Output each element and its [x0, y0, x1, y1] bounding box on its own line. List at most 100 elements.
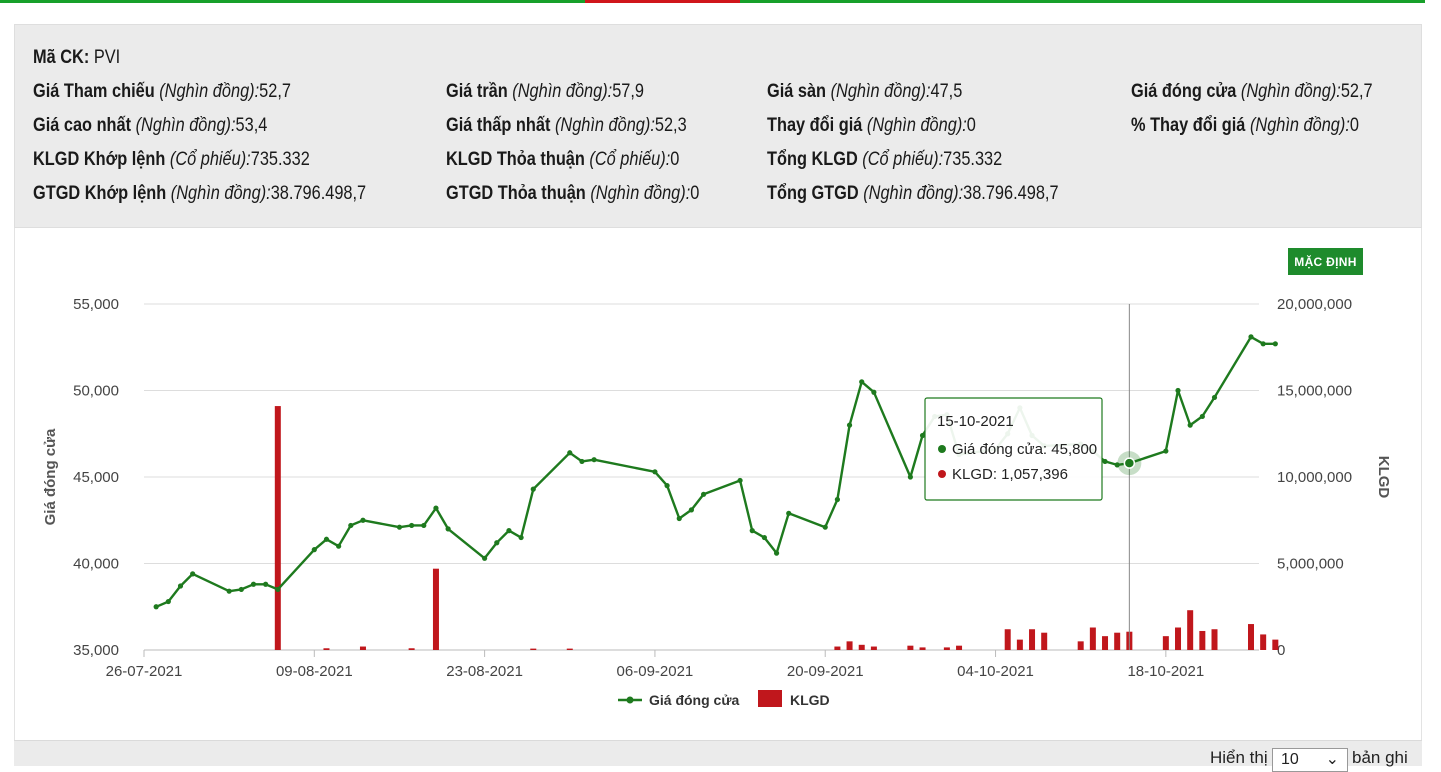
field-value: 735.332 [250, 149, 310, 170]
volume-bar[interactable] [1016, 639, 1023, 650]
price-point[interactable] [323, 536, 330, 542]
price-point[interactable] [1211, 394, 1218, 401]
symbol-value: PVI [93, 47, 121, 68]
price-point[interactable] [859, 379, 865, 385]
price-point[interactable] [226, 588, 232, 594]
price-point[interactable] [238, 586, 244, 593]
price-point[interactable] [1163, 448, 1169, 454]
price-point[interactable] [336, 543, 342, 549]
price-point[interactable] [919, 432, 926, 439]
volume-bar[interactable] [1102, 636, 1109, 650]
volume-bar[interactable] [359, 646, 366, 650]
volume-bar[interactable] [870, 646, 877, 650]
price-point[interactable] [773, 550, 780, 556]
price-point[interactable] [567, 450, 573, 456]
volume-bar[interactable] [956, 645, 963, 650]
price-point[interactable] [822, 524, 828, 530]
price-point[interactable] [1248, 334, 1254, 340]
volume-bar[interactable] [1199, 630, 1206, 650]
price-point[interactable] [421, 522, 427, 529]
reset-zoom-button[interactable]: MẶC ĐỊNH [1288, 248, 1363, 275]
info-row: Giá Tham chiếu (Nghìn đồng):52,7 Giá trần… [15, 77, 1421, 107]
volume-bar[interactable] [274, 406, 281, 650]
price-point[interactable] [907, 474, 913, 480]
volume-bar[interactable] [1162, 636, 1169, 650]
price-point[interactable] [275, 586, 281, 593]
price-point[interactable] [652, 469, 658, 475]
volume-bar[interactable] [1260, 634, 1267, 650]
price-point[interactable] [761, 534, 768, 541]
legend-price-label[interactable]: Giá đóng cửa [649, 692, 739, 708]
volume-bar[interactable] [1187, 610, 1194, 650]
field-label: Tổng KLGD [767, 149, 858, 170]
volume-bar[interactable] [1089, 627, 1096, 650]
price-point[interactable] [664, 483, 670, 489]
price-point[interactable] [1114, 462, 1120, 468]
field-label: KLGD Thỏa thuận [446, 149, 585, 170]
volume-bar[interactable] [834, 646, 841, 650]
price-point[interactable] [153, 604, 159, 610]
x-tick-label: 20-09-2021 [787, 663, 864, 680]
price-point[interactable] [700, 491, 707, 497]
price-point[interactable] [433, 505, 439, 511]
price-point[interactable] [445, 526, 451, 532]
volume-bar[interactable] [846, 641, 853, 650]
price-point[interactable] [494, 540, 500, 546]
price-point[interactable] [1260, 341, 1266, 347]
price-point[interactable] [1187, 422, 1193, 428]
price-point[interactable] [360, 517, 366, 523]
volume-bar[interactable] [432, 568, 439, 650]
volume-bar[interactable] [858, 644, 865, 650]
volume-bar[interactable] [919, 647, 926, 650]
price-point[interactable] [482, 555, 488, 561]
legend-volume-label[interactable]: KLGD [790, 692, 830, 708]
volume-bar[interactable] [1272, 639, 1279, 650]
price-point[interactable] [311, 547, 317, 553]
info-field: Giá thấp nhất (Nghìn đồng):52,3 [446, 111, 687, 141]
price-point[interactable] [871, 389, 877, 395]
price-point[interactable] [846, 422, 853, 428]
price-point[interactable] [1199, 413, 1205, 420]
volume-bar[interactable] [566, 648, 573, 650]
price-point[interactable] [530, 486, 536, 492]
volume-bar[interactable] [408, 648, 415, 650]
volume-bar[interactable] [1004, 629, 1011, 650]
volume-bar[interactable] [1041, 632, 1048, 650]
price-point[interactable] [1272, 341, 1278, 347]
volume-bar[interactable] [943, 647, 950, 650]
price-point[interactable] [749, 528, 755, 534]
volume-bar[interactable] [530, 648, 537, 650]
price-point[interactable] [190, 571, 196, 577]
price-point[interactable] [263, 581, 269, 587]
price-point[interactable] [409, 522, 415, 529]
price-point[interactable] [165, 598, 171, 605]
price-point[interactable] [250, 581, 257, 587]
price-point[interactable] [676, 515, 682, 522]
volume-bar[interactable] [907, 645, 914, 650]
price-point[interactable] [177, 583, 184, 589]
price-point[interactable] [786, 510, 792, 516]
price-point[interactable] [688, 507, 695, 513]
price-point[interactable] [1102, 458, 1108, 465]
volume-bar[interactable] [1029, 629, 1036, 650]
price-point[interactable] [518, 534, 524, 541]
volume-bar[interactable] [1114, 632, 1121, 650]
price-point[interactable] [348, 522, 354, 529]
volume-bar[interactable] [323, 648, 330, 650]
volume-bar[interactable] [1175, 627, 1182, 650]
price-point[interactable] [834, 496, 840, 503]
price-point[interactable] [737, 477, 743, 484]
price-point[interactable] [396, 524, 403, 530]
volume-bar[interactable] [1211, 629, 1218, 650]
price-point[interactable] [506, 528, 512, 534]
x-tick-label: 09-08-2021 [276, 663, 353, 680]
volume-bar[interactable] [1077, 641, 1084, 650]
volume-bar[interactable] [1248, 624, 1254, 650]
price-point[interactable] [579, 458, 585, 465]
price-point[interactable] [1175, 387, 1181, 394]
legend-price-marker[interactable] [626, 696, 634, 704]
page-size-select[interactable]: 10 ⌄ [1272, 748, 1348, 772]
field-label: Giá cao nhất [33, 115, 132, 136]
price-point[interactable] [591, 457, 597, 463]
legend-volume-swatch[interactable] [758, 690, 782, 707]
